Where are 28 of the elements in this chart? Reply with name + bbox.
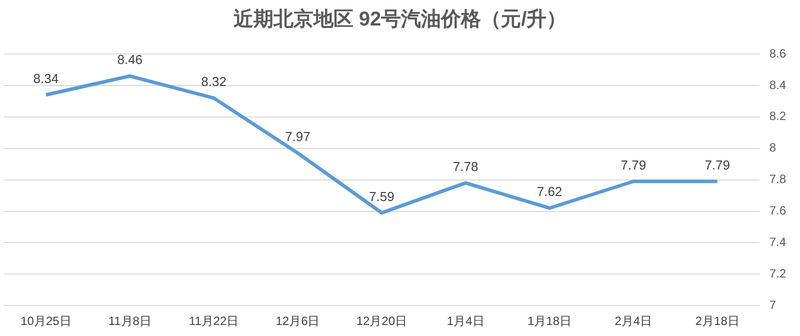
data-label: 7.59 [369, 188, 394, 204]
y-tick-label: 7.8 [769, 172, 786, 186]
x-tick-label: 11月22日 [188, 314, 239, 328]
x-tick-label: 11月8日 [108, 314, 152, 328]
data-label: 7.97 [285, 129, 310, 144]
x-tick-label: 2月18日 [695, 314, 740, 328]
x-tick-label: 2月4日 [614, 314, 652, 328]
data-label: 7.79 [620, 157, 646, 172]
y-tick-label: 8 [769, 140, 776, 155]
x-tick-label: 1月18日 [527, 314, 572, 328]
y-tick-label: 8.2 [769, 109, 786, 124]
y-tick-label: 7 [769, 298, 776, 312]
data-label: 7.79 [704, 157, 730, 172]
chart-title: 近期北京地区 92号汽油价格（元/升） [232, 8, 567, 31]
y-tick-label: 8.4 [769, 78, 786, 92]
data-label: 7.78 [452, 158, 478, 174]
x-tick-label: 10月25日 [20, 314, 72, 328]
y-tick-label: 7.6 [769, 204, 786, 218]
y-tick-label: 8.6 [769, 46, 786, 60]
data-label: 8.32 [201, 74, 226, 90]
y-tick-label: 7.4 [769, 235, 786, 250]
data-label: 8.46 [117, 52, 143, 68]
y-tick-label: 7.2 [769, 266, 786, 280]
data-label: 8.34 [33, 70, 59, 86]
x-tick-label: 1月4日 [446, 314, 484, 328]
x-tick-label: 12月20日 [356, 314, 408, 328]
x-tick-label: 12月6日 [276, 314, 320, 328]
data-label: 7.62 [536, 184, 562, 200]
